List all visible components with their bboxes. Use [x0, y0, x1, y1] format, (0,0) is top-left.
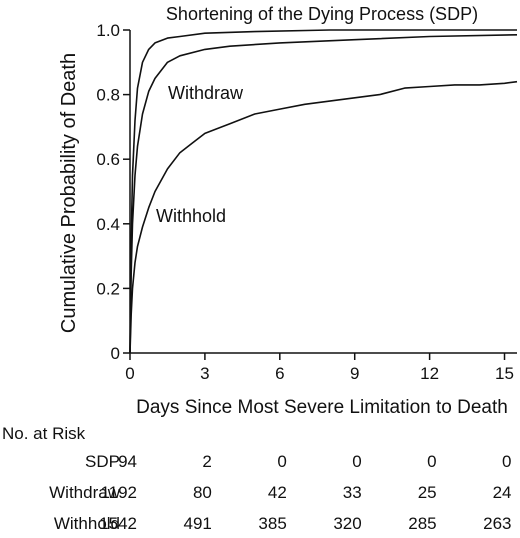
- x-axis-label: Days Since Most Severe Limitation to Dea…: [136, 397, 508, 418]
- risk-cell: 24: [492, 483, 512, 502]
- y-tick-label: 0.4: [96, 215, 120, 234]
- y-tick-label: 0.2: [96, 279, 120, 298]
- series-line-2: [129, 34, 518, 354]
- risk-table-title: No. at Risk: [2, 424, 86, 443]
- x-tick-label: 6: [275, 364, 284, 383]
- risk-cell: 1542: [99, 514, 137, 533]
- series-line-3: [129, 80, 518, 354]
- risk-cell: 25: [417, 483, 437, 502]
- series-label-3: Withhold: [156, 206, 226, 226]
- risk-cell: 42: [267, 483, 287, 502]
- x-tick-label: 0: [125, 364, 134, 383]
- risk-cell: 285: [408, 514, 437, 533]
- y-tick-label: 0: [111, 344, 120, 363]
- risk-cell: 0: [277, 452, 287, 471]
- y-tick-label: 0.6: [96, 150, 120, 169]
- risk-cell: 1192: [100, 483, 137, 502]
- series-label-1: Shortening of the Dying Process (SDP): [166, 4, 478, 24]
- risk-row-label: SDP: [85, 452, 120, 471]
- y-tick-label: 1.0: [96, 21, 120, 40]
- series-label-2: Withdraw: [168, 83, 244, 103]
- risk-cell: 2: [202, 452, 212, 471]
- chart-axes: 0 0.2 0.4 0.6 0.8 1.0 0 3 6 9 12 15: [96, 21, 517, 383]
- x-tick-label: 3: [200, 364, 209, 383]
- survival-chart: 0 0.2 0.4 0.6 0.8 1.0 0 3 6 9 12 15 Shortening of t…: [58, 4, 518, 418]
- risk-cell: 0: [352, 452, 362, 471]
- x-tick-label: 15: [495, 364, 514, 383]
- risk-cell: 320: [333, 514, 362, 533]
- x-tick-label: 9: [350, 364, 359, 383]
- risk-cell: 80: [192, 483, 212, 502]
- risk-row: Withdraw 1192 80 42 33 25 24: [0, 483, 520, 507]
- y-tick-label: 0.8: [96, 86, 120, 105]
- risk-cell: 0: [427, 452, 437, 471]
- risk-cell: 33: [342, 483, 362, 502]
- risk-cell: 491: [183, 514, 212, 533]
- series-line-1: [129, 29, 517, 354]
- risk-row-label: Withdraw: [49, 483, 120, 502]
- risk-cell: 94: [118, 452, 137, 471]
- x-tick-label: 12: [420, 364, 439, 383]
- risk-cell: 263: [483, 514, 512, 533]
- plot-area: Shortening of the Dying Process (SDP) Wit…: [129, 4, 518, 354]
- y-axis-label: Cumulative Probability of Death: [58, 53, 80, 333]
- risk-row: SDP 94 2 0 0 0 0: [0, 452, 520, 476]
- risk-cell: 385: [258, 514, 287, 533]
- risk-row: Withhold 1542 491 385 320 285 263: [0, 514, 520, 538]
- risk-cell: 0: [502, 452, 512, 471]
